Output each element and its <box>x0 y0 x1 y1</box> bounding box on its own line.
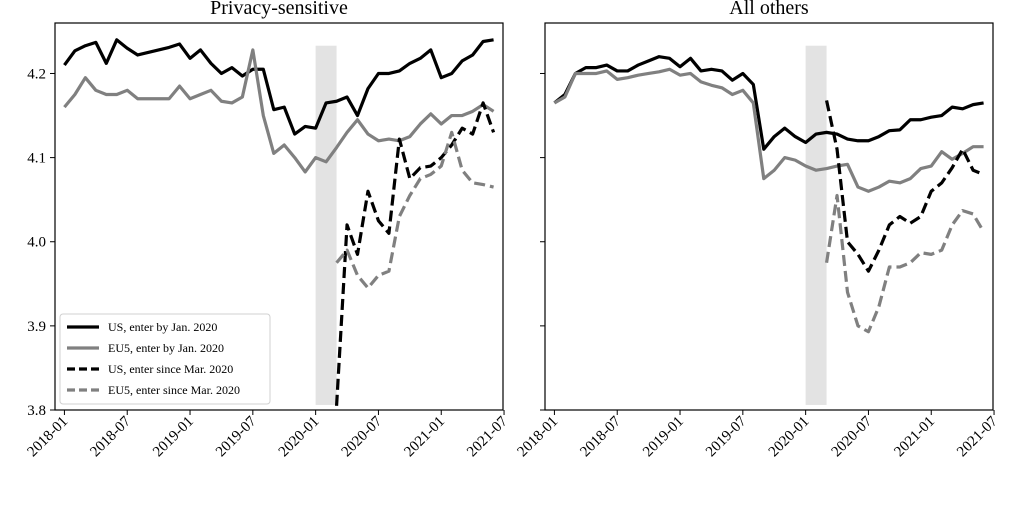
x-tick-label: 2019-01 <box>640 414 687 461</box>
series-line-3 <box>824 193 985 334</box>
x-tick-label: 2021-01 <box>401 414 448 461</box>
x-tick-label: 2020-01 <box>766 414 813 461</box>
x-tick-label: 2019-07 <box>703 413 750 460</box>
panel-1: All others 2018-01 2018-07 2019-01 2019-07 20… <box>515 0 1002 460</box>
legend: US, enter by Jan. 2020 EU5, enter by Jan.… <box>59 313 271 405</box>
series-line-2 <box>334 101 496 406</box>
series-line-3 <box>335 130 494 290</box>
series-line-1 <box>553 67 984 193</box>
x-tick-label: 2021-01 <box>891 414 938 461</box>
axes-frame <box>54 22 504 411</box>
series-line-0 <box>63 38 494 136</box>
x-tick-label: 2020-01 <box>276 414 323 461</box>
x-tick-label: 2018-07 <box>577 413 624 460</box>
legend-label: US, enter by Jan. 2020 <box>108 320 217 334</box>
shaded-region <box>315 45 337 405</box>
axes-frame <box>544 22 994 411</box>
x-tick-label: 2020-07 <box>829 413 876 460</box>
x-tick-label: 2019-01 <box>150 414 197 461</box>
legend-label: US, enter since Mar. 2020 <box>108 362 233 376</box>
x-tick-label: 2021-07 <box>464 413 511 460</box>
x-tick-label: 2021-07 <box>954 413 1001 460</box>
legend-label: EU5, enter by Jan. 2020 <box>108 341 224 355</box>
x-tick-label: 2018-07 <box>87 413 134 460</box>
panel-0: Privacy-sensitive 3.8 3.9 4.0 4.1 4.2 2018-01 2… <box>25 0 512 460</box>
y-tick-label: 4.0 <box>27 235 46 251</box>
x-tick-label: 2018-01 <box>515 414 562 461</box>
y-tick-label: 4.1 <box>27 151 46 167</box>
series-line-2 <box>825 100 985 273</box>
y-tick-label: 3.8 <box>27 403 46 419</box>
y-tick-label: 4.2 <box>27 66 46 82</box>
y-tick-label: 3.9 <box>27 319 46 335</box>
legend-box <box>59 313 271 405</box>
series-line-1 <box>63 48 495 174</box>
series-line-0 <box>553 55 984 151</box>
chart-title: All others <box>729 0 809 19</box>
x-tick-label: 2018-01 <box>25 414 72 461</box>
legend-label: EU5, enter since Mar. 2020 <box>108 383 240 397</box>
x-tick-label: 2019-07 <box>213 413 260 460</box>
chart-title: Privacy-sensitive <box>210 0 348 19</box>
shaded-region <box>805 45 827 405</box>
x-tick-label: 2020-07 <box>339 413 386 460</box>
